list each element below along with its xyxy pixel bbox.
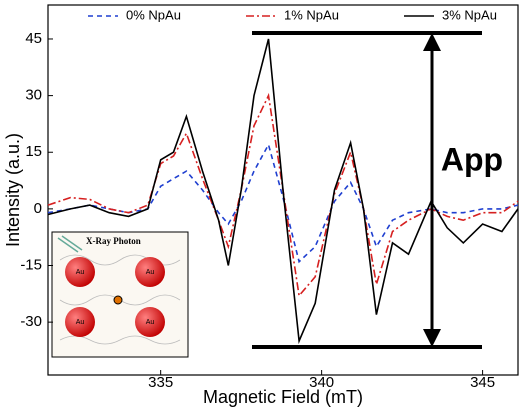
au-label: Au [146, 269, 155, 276]
y-tick-label: 0 [34, 200, 42, 217]
legend-label: 1% NpAu [284, 7, 339, 22]
au-particle [135, 257, 165, 287]
x-axis-label: Magnetic Field (mT) [203, 387, 363, 407]
au-particle [135, 307, 165, 337]
plot-frame [47, 4, 519, 376]
inset-label: X-Ray Photon [86, 236, 141, 246]
x-tick-label: 345 [470, 374, 495, 391]
au-particle [65, 257, 95, 287]
au-particle [65, 307, 95, 337]
inset: X-Ray Photon Au Au Au Au [51, 231, 189, 358]
annotation: App [441, 141, 503, 177]
x-tick-label: 340 [309, 374, 334, 391]
radical [113, 295, 123, 305]
legend-label: 0% NpAu [126, 7, 181, 22]
au-label: Au [76, 269, 85, 276]
legend-label: 3% NpAu [442, 7, 497, 22]
inset-photon [57, 235, 83, 253]
y-tick-label: 45 [25, 30, 42, 47]
au-label: Au [76, 319, 85, 326]
y-tick-label: 15 [25, 143, 42, 160]
y-tick-label: -30 [20, 313, 42, 330]
x-tick-label: 335 [148, 374, 173, 391]
inset-frame [51, 231, 189, 358]
y-tick-label: -15 [20, 256, 42, 273]
y-tick-label: 30 [25, 87, 42, 104]
au-label: Au [146, 319, 155, 326]
y-axis-label: Intensity (a.u.) [3, 133, 23, 247]
